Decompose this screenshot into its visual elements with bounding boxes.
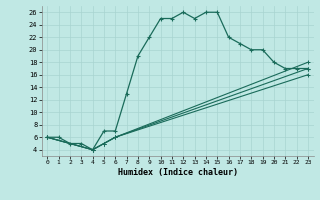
X-axis label: Humidex (Indice chaleur): Humidex (Indice chaleur) [118, 168, 237, 177]
